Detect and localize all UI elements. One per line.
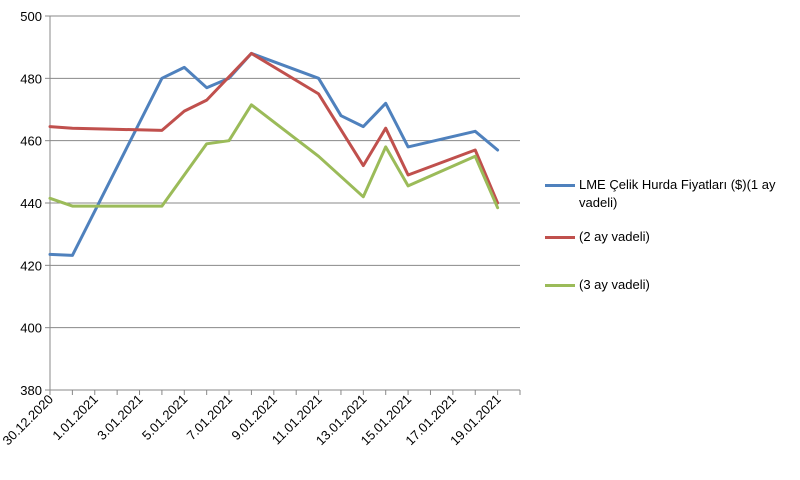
legend-swatch-green [545,284,575,287]
legend-swatch-red [545,236,575,239]
series-line-1-ay [48,51,500,257]
legend-item-1-ay: LME Çelik Hurda Fiyatları ($)(1 ay vadel… [545,176,795,212]
series-line-3-ay [48,103,500,210]
x-tick-label-1.01.2021: 1.01.2021 [49,392,101,444]
axes [49,16,521,395]
y-tick-label-440: 440 [20,196,42,211]
y-tick-labels: 380 400 420 440 460 480 500 [20,9,42,398]
legend-label-1-ay: LME Çelik Hurda Fiyatları ($)(1 ay vadel… [579,177,776,210]
legend: LME Çelik Hurda Fiyatları ($)(1 ay vadel… [545,176,795,294]
x-tick-label-5.01.2021: 5.01.2021 [139,392,191,444]
y-tick-label-480: 480 [20,71,42,86]
x-tick-label-7.01.2021: 7.01.2021 [184,392,236,444]
series-line-2-ay [48,51,500,205]
y-gridlines [45,15,520,391]
legend-item-3-ay: (3 ay vadeli) [545,276,795,294]
y-tick-label-500: 500 [20,9,42,24]
y-tick-label-420: 420 [20,258,42,273]
x-tick-label-30.12.2020: 30.12.2020 [0,392,56,449]
x-tick-label-3.01.2021: 3.01.2021 [94,392,146,444]
y-tick-label-380: 380 [20,383,42,398]
legend-label-3-ay: (3 ay vadeli) [579,277,650,292]
series-lines [48,51,500,257]
legend-swatch-blue [545,184,575,187]
y-tick-label-460: 460 [20,134,42,149]
legend-label-2-ay: (2 ay vadeli) [579,229,650,244]
legend-item-2-ay: (2 ay vadeli) [545,228,795,246]
x-tick-labels: 30.12.20201.01.20213.01.20215.01.20217.0… [0,392,504,449]
y-tick-label-400: 400 [20,321,42,336]
